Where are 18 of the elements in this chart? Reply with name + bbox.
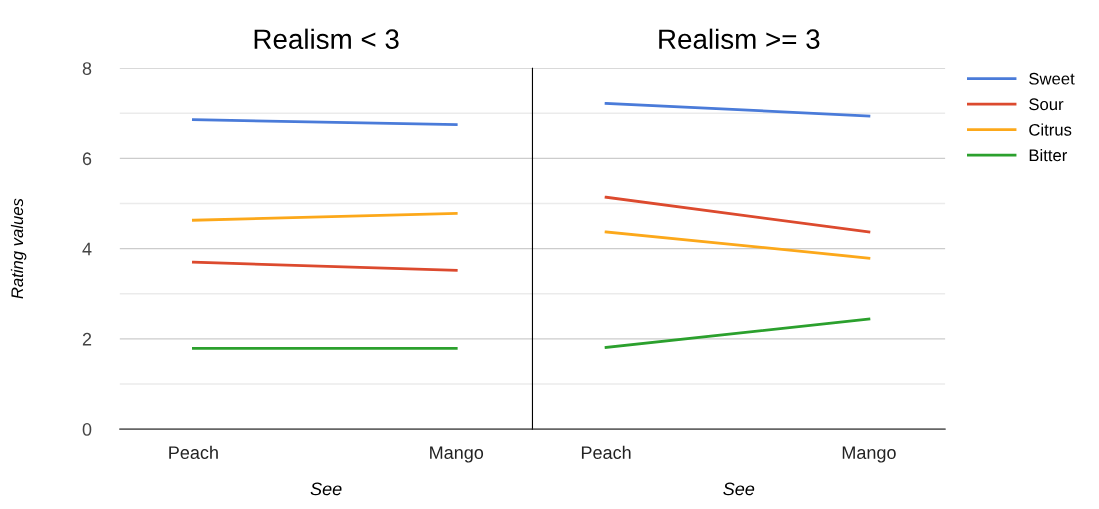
- x-axis-title: See: [723, 482, 755, 496]
- y-tick-label: 2: [82, 332, 92, 346]
- x-axis-title: See: [310, 482, 342, 496]
- y-tick-label: 6: [82, 152, 92, 166]
- x-tick-label: Mango: [842, 446, 896, 463]
- chart-title: Realism < 3: [254, 28, 399, 50]
- y-tick-label: 0: [82, 423, 92, 436]
- y-tick-label: 8: [82, 62, 92, 75]
- x-tick-label: Peach: [169, 445, 218, 460]
- legend-label: Sour: [1029, 98, 1064, 111]
- x-tick-label: Peach: [581, 445, 631, 460]
- legend-label: Sweet: [1029, 72, 1075, 85]
- chart-title: Realism >= 3: [659, 28, 820, 50]
- legend-label: Bitter: [1029, 148, 1068, 162]
- y-axis-title: Rating values: [10, 198, 27, 299]
- x-tick-label: Mango: [430, 446, 484, 463]
- y-tick-label: 4: [82, 242, 92, 256]
- legend-label: Citrus: [1029, 123, 1072, 136]
